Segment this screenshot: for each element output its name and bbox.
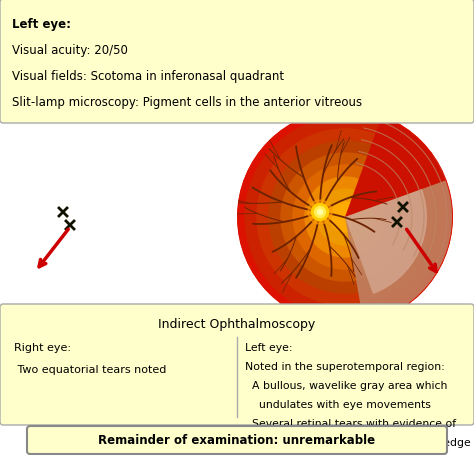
- Circle shape: [317, 190, 373, 245]
- Circle shape: [330, 202, 360, 233]
- Circle shape: [17, 110, 233, 325]
- Circle shape: [142, 204, 158, 221]
- Circle shape: [110, 202, 140, 233]
- Text: vitreous traction on the posterior edge: vitreous traction on the posterior edge: [245, 437, 471, 447]
- Text: Noted in the superotemporal region:: Noted in the superotemporal region:: [245, 361, 445, 371]
- Circle shape: [308, 201, 332, 224]
- Text: Visual fields: Scotoma in inferonasal quadrant: Visual fields: Scotoma in inferonasal qu…: [12, 70, 284, 83]
- Circle shape: [315, 207, 326, 218]
- Circle shape: [138, 201, 162, 224]
- Text: Two equatorial tears noted: Two equatorial tears noted: [14, 364, 166, 374]
- Circle shape: [305, 177, 385, 258]
- Circle shape: [245, 118, 445, 317]
- Text: Left eye:: Left eye:: [12, 18, 71, 31]
- Text: A bullous, wavelike gray area which: A bullous, wavelike gray area which: [245, 380, 447, 390]
- Circle shape: [257, 130, 433, 305]
- Circle shape: [145, 207, 155, 218]
- Text: Indirect Ophthalmoscopy: Indirect Ophthalmoscopy: [158, 317, 316, 330]
- Circle shape: [147, 210, 153, 215]
- Text: Several retinal tears with evidence of: Several retinal tears with evidence of: [245, 418, 456, 428]
- Circle shape: [61, 154, 189, 281]
- Circle shape: [85, 177, 165, 258]
- Text: Left eye:: Left eye:: [245, 342, 292, 352]
- Circle shape: [318, 210, 322, 215]
- Text: Slit-lamp microscopy: Pigment cells in the anterior vitreous: Slit-lamp microscopy: Pigment cells in t…: [12, 96, 362, 109]
- Text: undulates with eye movements: undulates with eye movements: [245, 399, 431, 409]
- Circle shape: [97, 190, 153, 245]
- Text: Visual acuity: 20/50: Visual acuity: 20/50: [12, 44, 128, 57]
- Circle shape: [311, 204, 328, 221]
- Circle shape: [25, 118, 225, 317]
- FancyBboxPatch shape: [0, 0, 474, 124]
- Text: Remainder of examination: unremarkable: Remainder of examination: unremarkable: [99, 434, 375, 446]
- Wedge shape: [345, 156, 452, 323]
- Circle shape: [37, 130, 213, 305]
- Circle shape: [73, 166, 177, 269]
- Circle shape: [49, 142, 201, 293]
- Circle shape: [237, 110, 453, 325]
- Wedge shape: [345, 190, 427, 294]
- FancyBboxPatch shape: [0, 304, 474, 425]
- Circle shape: [293, 166, 397, 269]
- Text: Right eye:: Right eye:: [14, 342, 71, 352]
- Circle shape: [269, 142, 421, 293]
- Circle shape: [281, 154, 409, 281]
- Wedge shape: [345, 117, 446, 217]
- FancyBboxPatch shape: [27, 426, 447, 454]
